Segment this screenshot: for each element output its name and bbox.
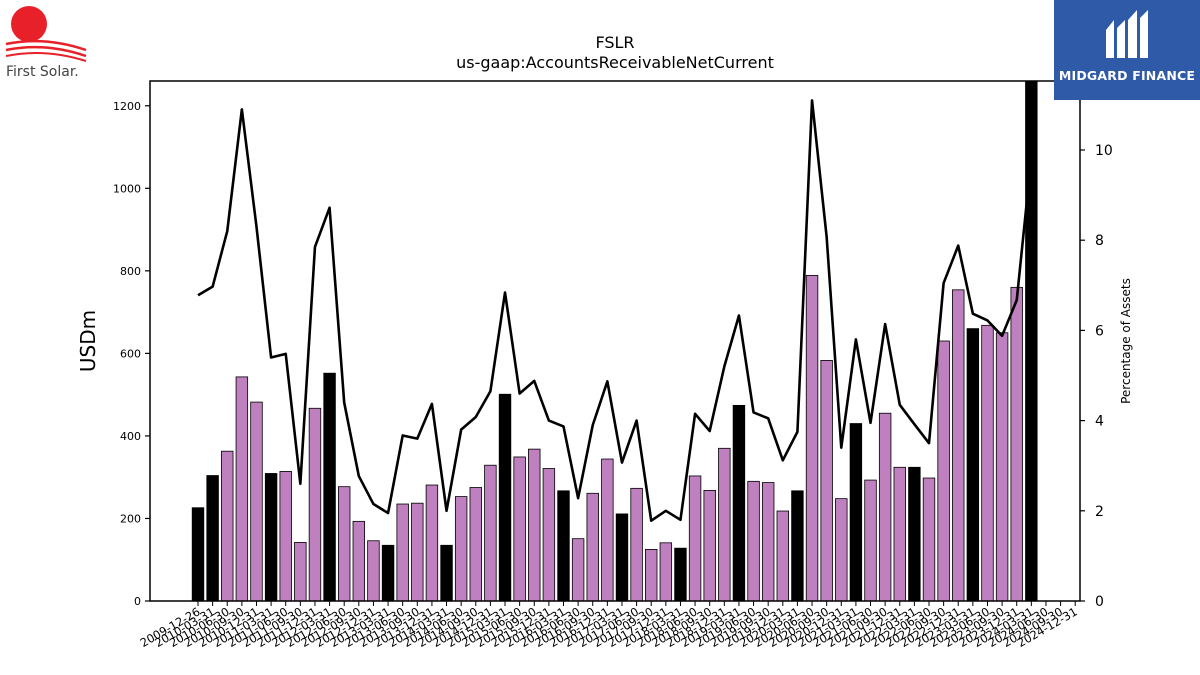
bar-2023-09-30 [995,332,1009,602]
bar-2015-03-31 [498,393,512,602]
bar-2017-06-30 [630,487,643,602]
chart-title: FSLR [595,33,634,52]
bar-2015-09-30 [528,448,541,602]
bar-2021-12-31 [893,466,906,602]
bar-2010-12-31 [250,401,263,602]
y2-tick-label: 4 [1095,414,1104,430]
bar-2023-12-31 [1010,286,1023,602]
bar-2023-03-31 [966,328,980,602]
bar-2022-03-31 [908,466,921,602]
bar-2021-03-31 [849,423,863,602]
bar-2009-12-26 [191,507,205,602]
bar-2019-09-30 [761,482,775,602]
plot-frame [149,80,1081,602]
bar-2014-03-31 [440,544,453,602]
bar-2013-09-30 [411,502,424,602]
bar-2019-06-30 [747,480,760,602]
midgard-finance-logo: MIDGARD FINANCE [1054,0,1200,100]
bar-2023-06-30 [981,324,994,602]
y-tick-label: 800 [120,265,141,278]
bar-2021-06-30 [864,479,877,602]
bar-2016-09-30 [586,492,599,602]
x-axis-ticks: 2009-12-262010-03-312010-06-302010-09-30… [138,601,1080,650]
bar-2018-09-30 [703,489,716,602]
bar-series [191,80,1038,602]
bar-2019-03-31 [732,404,746,602]
bar-2022-06-30 [922,477,936,602]
bar-2018-06-30 [688,475,702,602]
bar-2018-03-31 [674,547,687,602]
bar-2017-12-31 [659,542,673,602]
bar-2010-09-30 [235,376,249,602]
bar-2016-06-30 [571,538,585,602]
y2-tick-label: 6 [1095,323,1104,339]
bar-2018-12-31 [718,447,731,602]
wave-icon [5,39,87,52]
bar-2016-12-31 [601,458,614,602]
bar-2012-03-31 [323,372,336,602]
y-tick-label: 0 [134,595,141,608]
midgard-mark-icon [1106,10,1148,58]
y-tick-label: 600 [120,347,141,360]
bar-2016-03-31 [557,490,570,602]
bar-2011-12-31 [308,407,322,602]
bar-2011-06-30 [279,471,292,602]
bar-2013-03-31 [381,544,395,602]
y-axis-label: USDm [76,310,100,372]
y2-tick-label: 2 [1095,504,1104,520]
bar-2020-03-31 [791,490,804,602]
midgard-finance-wordmark: MIDGARD FINANCE [1058,68,1196,83]
y2-tick-label: 8 [1095,233,1104,249]
bar-2019-12-31 [776,510,790,602]
bar-2020-12-31 [835,498,848,602]
bar-2012-06-30 [337,486,351,602]
bar-2017-09-30 [645,549,658,602]
bar-2020-06-30 [805,274,819,602]
first-solar-wordmark: First Solar. [6,64,79,80]
bar-2014-12-31 [484,464,497,602]
y2-tick-label: 10 [1095,143,1113,159]
y-tick-label: 1000 [113,182,141,195]
chart-subtitle: us-gaap:AccountsReceivableNetCurrent [456,53,774,72]
bar-2021-09-30 [878,412,892,602]
first-solar-logo: First Solar. [0,0,100,90]
y2-tick-label: 0 [1095,594,1104,610]
y-tick-label: 200 [120,512,141,525]
bar-2015-12-31 [542,468,556,602]
y-tick-label: 1200 [113,100,141,113]
bar-2022-12-31 [952,289,965,602]
bar-2012-09-30 [352,520,366,602]
y2-axis-label: Percentage of Assets [1119,278,1133,404]
bar-2010-06-30 [221,450,234,602]
bar-2014-09-30 [469,487,482,602]
bar-2020-09-30 [820,359,833,602]
y-tick-label: 400 [120,430,141,443]
bar-2022-09-30 [937,340,950,602]
bar-2011-09-30 [294,542,307,602]
percentage-line [197,99,1033,523]
bar-2014-06-30 [454,496,468,602]
bar-2017-03-31 [615,513,629,602]
y2-axis-ticks: 0 2 4 6 8 10 [1080,143,1113,610]
bar-2015-06-30 [513,456,526,602]
bar-2013-12-31 [425,484,439,602]
y-axis-ticks: 0 200 400 600 800 1000 1200 [113,100,150,608]
bar-2010-03-31 [206,475,219,602]
sun-icon [11,6,47,42]
bar-2013-06-30 [396,503,409,602]
bar-2012-12-31 [367,540,380,602]
bar-2011-03-31 [264,473,278,602]
